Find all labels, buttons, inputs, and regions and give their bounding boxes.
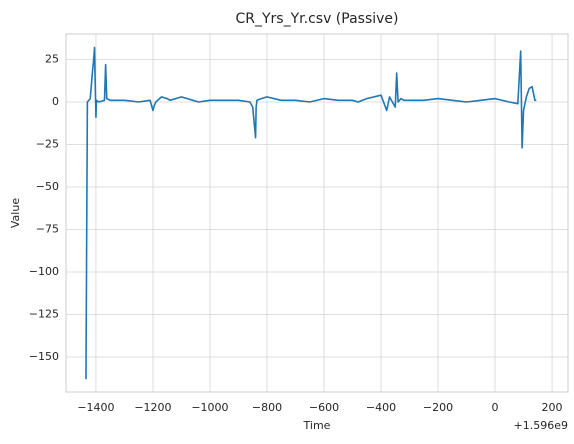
- x-tick-label: 0: [492, 401, 499, 414]
- y-tick-label: −100: [29, 265, 59, 278]
- x-tick-label: −1400: [77, 401, 114, 414]
- x-tick-label: −800: [252, 401, 282, 414]
- y-tick-label: −25: [36, 137, 59, 150]
- y-tick-label: −50: [36, 180, 59, 193]
- x-offset: +1.596e9: [514, 419, 568, 432]
- x-tick-label: 200: [542, 401, 563, 414]
- y-tick-label: 25: [45, 52, 59, 65]
- y-tick-label: 0: [52, 95, 59, 108]
- x-axis-label: Time: [303, 419, 331, 432]
- y-tick-label: −150: [29, 350, 59, 363]
- data-line: [85, 46, 537, 380]
- plot-frame: [65, 33, 569, 393]
- y-tick-label: −125: [29, 307, 59, 320]
- y-axis-label: Value: [9, 198, 22, 228]
- y-tick-label: −75: [36, 222, 59, 235]
- x-tick-label: −600: [309, 401, 339, 414]
- x-tick-label: −400: [366, 401, 396, 414]
- x-tick-label: −200: [423, 401, 453, 414]
- chart-title: CR_Yrs_Yr.csv (Passive): [236, 11, 399, 27]
- x-tick-label: −1200: [134, 401, 171, 414]
- x-tick-label: −1000: [191, 401, 228, 414]
